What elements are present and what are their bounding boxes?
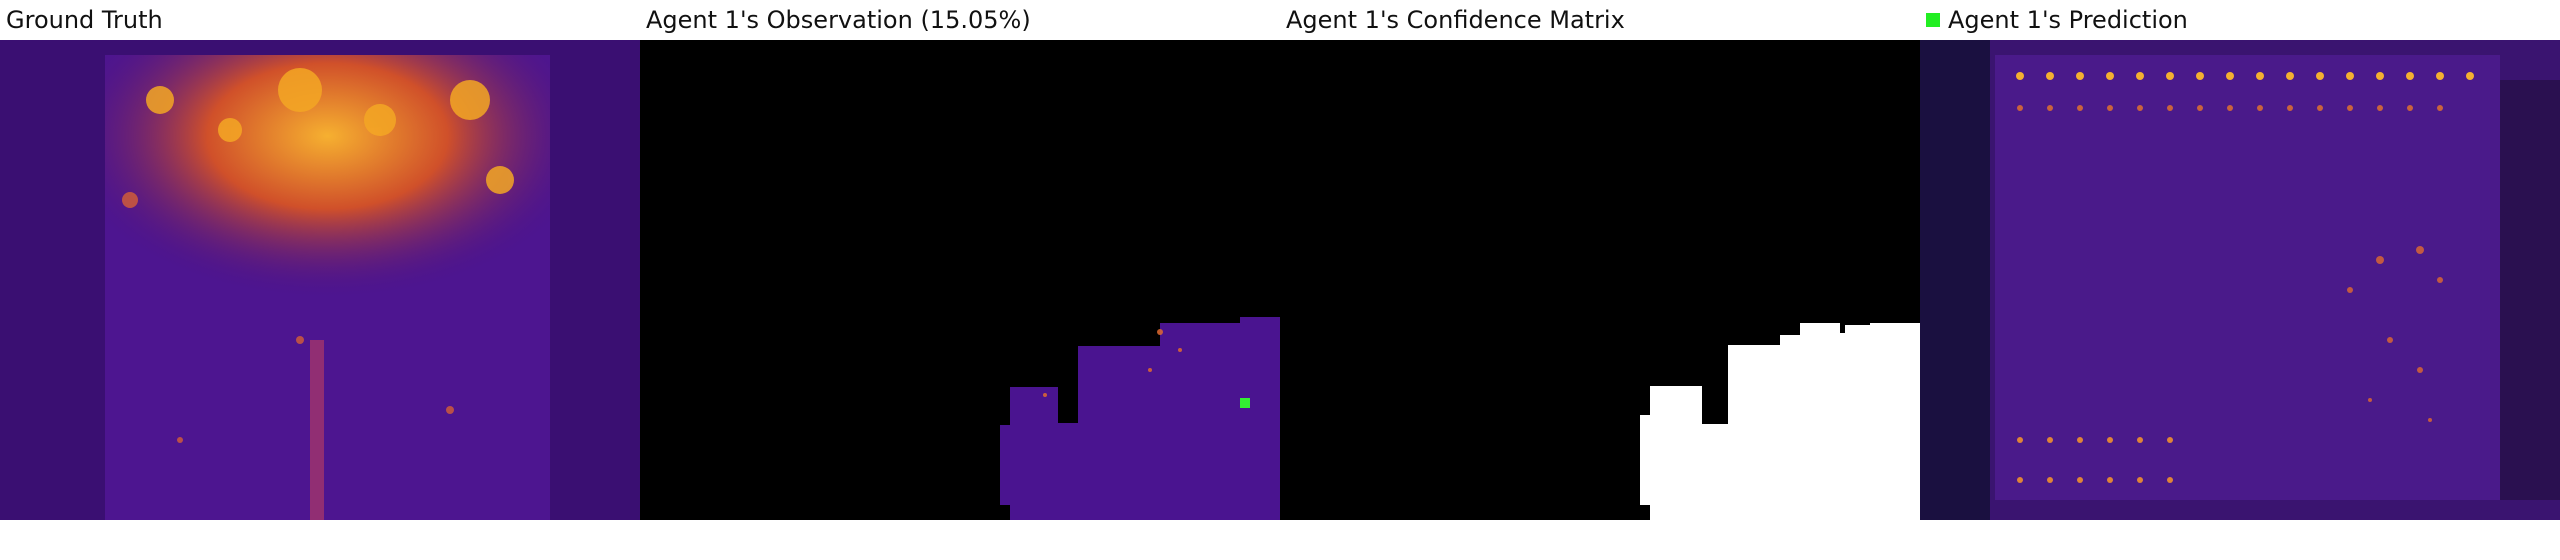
ground-truth-panel: Ground Truth: [0, 0, 640, 520]
green-square-icon: [1926, 13, 1940, 27]
confidence-image: [1280, 40, 1920, 520]
prediction-title: Agent 1's Prediction: [1926, 2, 2188, 38]
confidence-title: Agent 1's Confidence Matrix: [1286, 6, 1625, 34]
agent-position-marker: [1240, 398, 1250, 408]
ground-truth-title: Ground Truth: [6, 6, 163, 34]
prediction-panel: Agent 1's Prediction: [1920, 0, 2560, 520]
ground-truth-image: [0, 40, 640, 520]
observation-title: Agent 1's Observation (15.05%): [646, 6, 1031, 34]
prediction-image: [1920, 40, 2560, 520]
prediction-title-text: Agent 1's Prediction: [1948, 6, 2188, 34]
observation-panel: Agent 1's Observation (15.05%): [640, 0, 1280, 520]
confidence-panel: Agent 1's Confidence Matrix: [1280, 0, 1920, 520]
observation-image: [640, 40, 1280, 520]
